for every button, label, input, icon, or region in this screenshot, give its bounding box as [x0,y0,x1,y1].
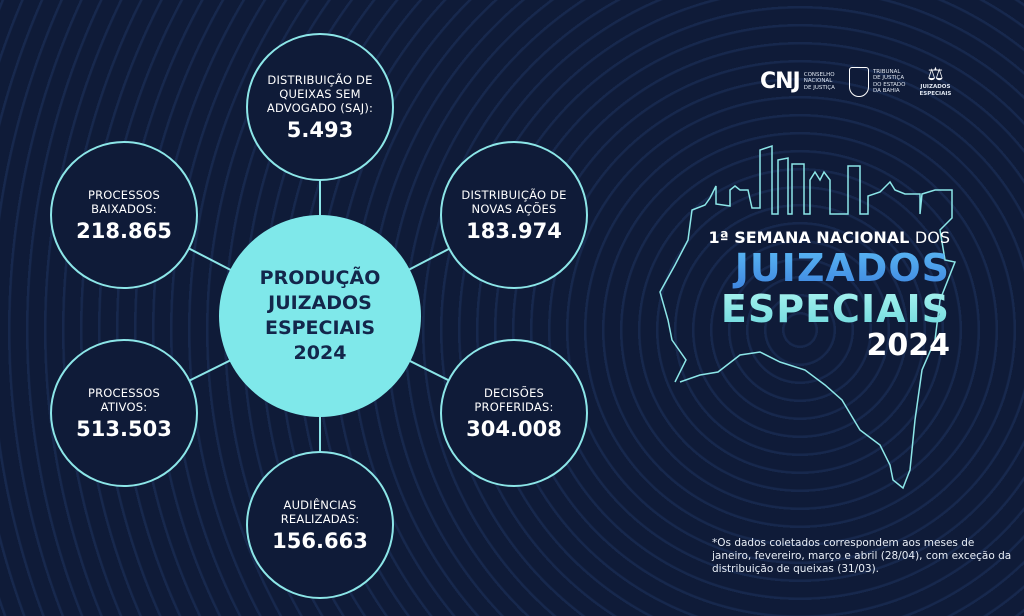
scales-icon: ⚖ [927,64,944,85]
stat-node-saj-complaints: DISTRIBUIÇÃO DE QUEIXAS SEM ADVOGADO (SA… [246,33,394,181]
bahia-map-skyline-outline [659,144,957,490]
stat-value: 218.865 [76,218,172,243]
stat-label: DISTRIBUIÇÃO DE QUEIXAS SEM ADVOGADO (SA… [266,72,374,115]
center-hub: PRODUÇÃO JUIZADOS ESPECIAIS 2024 [219,215,421,417]
stat-node-active-cases: PROCESSOS ATIVOS: 513.503 [50,339,198,487]
stat-value: 304.008 [466,416,562,441]
stat-value: 156.663 [272,528,368,553]
footnote: *Os dados coletados correspondem aos mes… [712,537,1012,575]
stat-value: 513.503 [76,416,172,441]
stat-value: 5.493 [286,117,354,142]
stat-label: AUDIÊNCIAS REALIZADAS: [280,497,360,526]
coat-of-arms-icon [848,66,869,97]
stat-node-decisions: DECISÕES PROFERIDAS: 304.008 [440,339,588,487]
juizados-logo: ⚖ JUIZADOS ESPECIAIS [919,64,952,97]
stat-label: PROCESSOS ATIVOS: [87,385,161,414]
event-title: 1ª SEMANA NACIONAL DOS JUIZADOS ESPECIAI… [690,228,950,363]
stat-label: PROCESSOS BAIXADOS: [87,187,161,216]
stat-node-closed-cases: PROCESSOS BAIXADOS: 218.865 [50,141,198,289]
stat-node-hearings: AUDIÊNCIAS REALIZADAS: 156.663 [246,451,394,599]
cnj-logo: CNJ CONSELHO NACIONAL DE JUSTIÇA [760,69,835,94]
stat-value: 183.974 [466,218,562,243]
stat-label: DISTRIBUIÇÃO DE NOVAS AÇÕES [461,187,567,216]
stat-label: DECISÕES PROFERIDAS: [474,385,554,414]
stat-node-new-actions: DISTRIBUIÇÃO DE NOVAS AÇÕES 183.974 [440,141,588,289]
logo-bar: CNJ CONSELHO NACIONAL DE JUSTIÇA TRIBUNA… [760,66,951,97]
tjba-logo: TRIBUNAL DE JUSTIÇA DO ESTADO DA BAHIA [848,66,905,97]
